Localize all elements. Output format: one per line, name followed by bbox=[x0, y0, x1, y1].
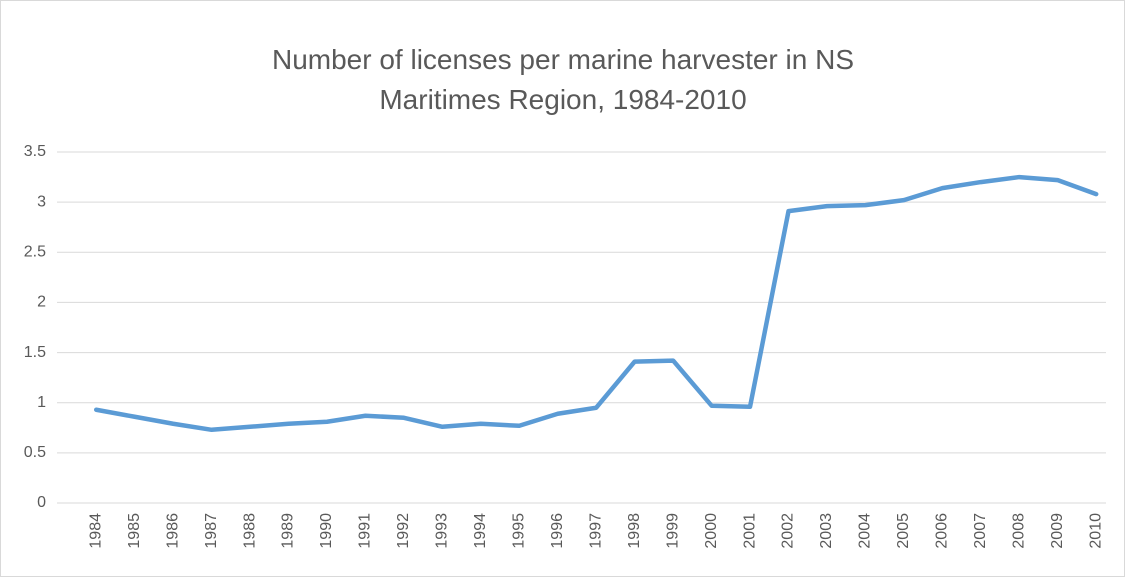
x-tick-label: 2003 bbox=[818, 513, 835, 549]
y-tick-label: 0.5 bbox=[24, 444, 46, 461]
x-tick-label: 2007 bbox=[972, 513, 989, 549]
x-tick-label: 1994 bbox=[472, 513, 489, 549]
x-tick-label: 2010 bbox=[1087, 513, 1104, 549]
x-tick-label: 1995 bbox=[511, 513, 528, 549]
x-tick-label: 2000 bbox=[703, 513, 720, 549]
y-tick-label: 1.5 bbox=[24, 344, 46, 361]
x-tick-label: 1986 bbox=[164, 513, 181, 549]
x-tick-label: 1998 bbox=[626, 513, 643, 549]
x-tick-label: 2008 bbox=[1010, 513, 1027, 549]
x-tick-label: 1985 bbox=[126, 513, 143, 549]
x-tick-label: 1987 bbox=[203, 513, 220, 549]
x-tick-label: 1999 bbox=[664, 513, 681, 549]
x-tick-label: 2009 bbox=[1049, 513, 1066, 549]
x-tick-label: 1989 bbox=[280, 513, 297, 549]
chart-title: Number of licenses per marine harvester … bbox=[271, 44, 854, 115]
x-tick-label: 1997 bbox=[587, 513, 604, 549]
x-tick-label: 2004 bbox=[857, 513, 874, 549]
x-tick-label: 1996 bbox=[549, 513, 566, 549]
x-tick-label: 2006 bbox=[934, 513, 951, 549]
x-tick-label: 1988 bbox=[241, 513, 258, 549]
y-tick-label: 0 bbox=[37, 494, 46, 511]
x-tick-label: 2005 bbox=[895, 513, 912, 549]
y-tick-label: 2 bbox=[37, 294, 46, 311]
x-tick-label: 2001 bbox=[741, 513, 758, 549]
y-tick-label: 3.5 bbox=[24, 143, 46, 160]
y-tick-label: 1 bbox=[37, 394, 46, 411]
x-tick-label: 1993 bbox=[434, 513, 451, 549]
x-tick-label: 1990 bbox=[318, 513, 335, 549]
x-tick-label: 1992 bbox=[395, 513, 412, 549]
x-tick-label: 1984 bbox=[87, 513, 104, 549]
x-tick-label: 1991 bbox=[357, 513, 374, 549]
y-tick-label: 3 bbox=[37, 193, 46, 210]
y-tick-label: 2.5 bbox=[24, 244, 46, 261]
x-tick-label: 2002 bbox=[780, 513, 797, 549]
line-series bbox=[93, 174, 1099, 433]
